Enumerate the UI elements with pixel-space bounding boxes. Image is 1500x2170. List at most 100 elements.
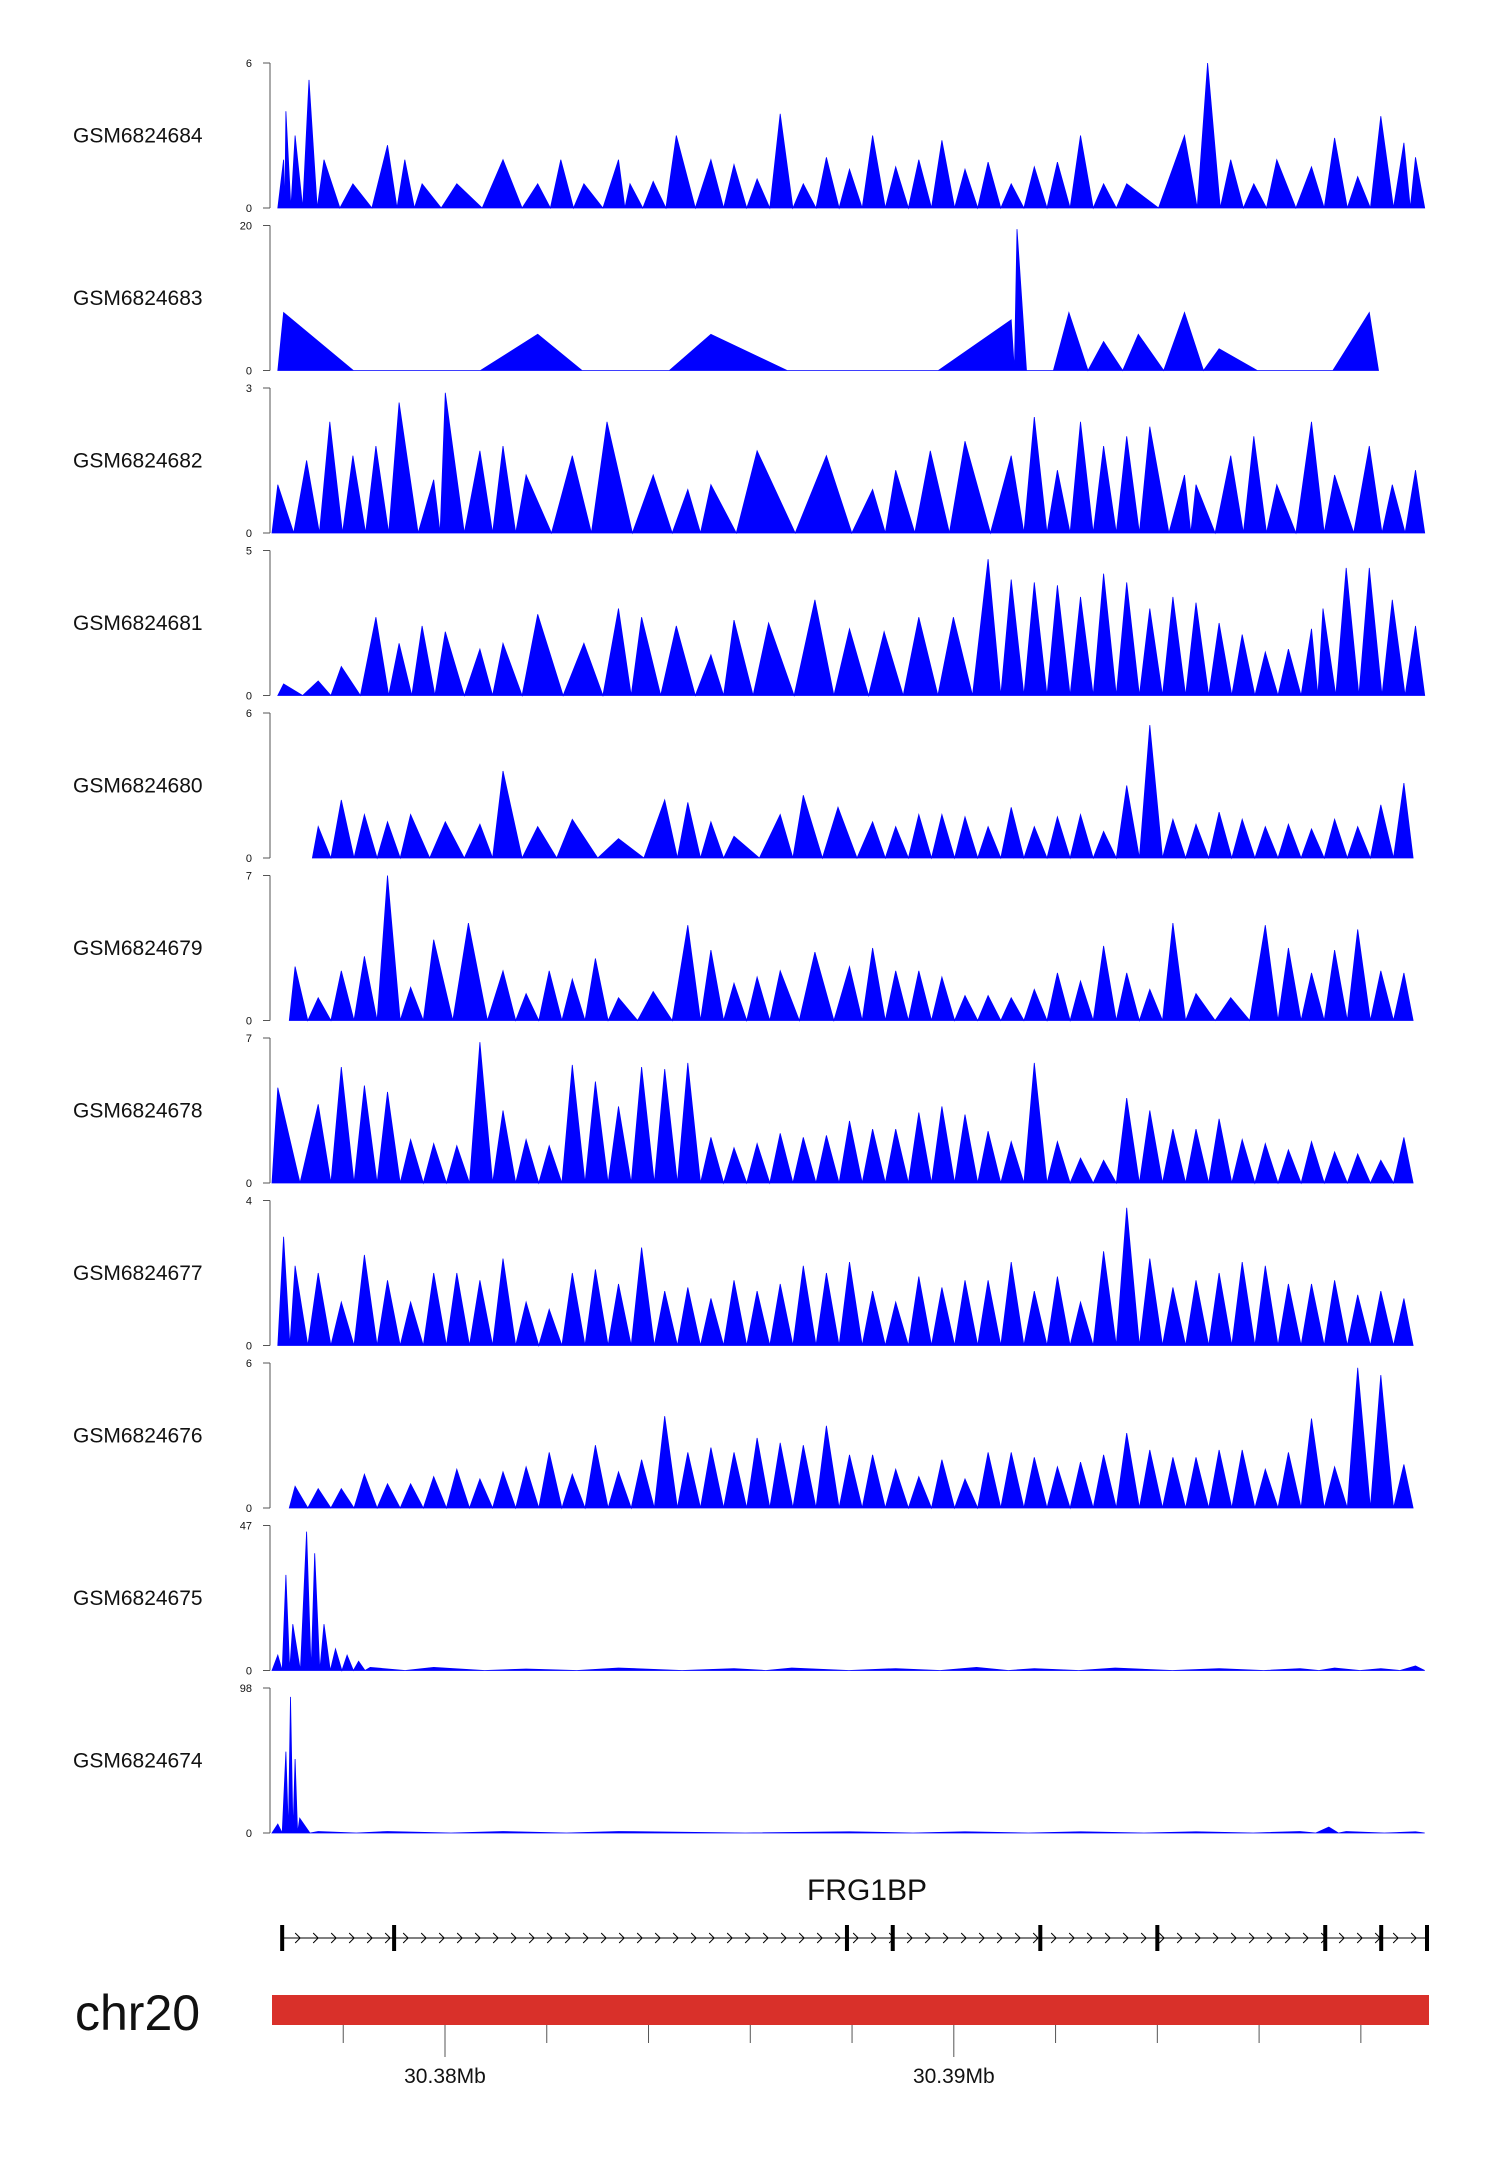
strand-arrow	[1176, 1932, 1183, 1944]
strand-arrow	[438, 1932, 445, 1944]
strand-arrow	[960, 1932, 967, 1944]
track-label: GSM6824677	[73, 1262, 203, 1285]
strand-arrow	[762, 1932, 769, 1944]
coverage-area	[277, 559, 1426, 698]
strand-arrow	[780, 1932, 787, 1944]
y-axis-max-label: 6	[246, 1358, 252, 1370]
y-axis-max-label: 7	[246, 871, 252, 883]
exon-mark	[844, 1925, 849, 1951]
exon-mark	[1425, 1925, 1429, 1951]
y-axis-max-label: 3	[246, 383, 252, 395]
strand-arrow	[1032, 1932, 1039, 1944]
coverage-track: GSM6824675 47 0	[73, 1521, 1425, 1678]
coverage-track: GSM6824674 98 0	[73, 1683, 1425, 1840]
coverage-track: GSM6824679 7 0	[73, 871, 1414, 1028]
strand-arrow	[492, 1932, 499, 1944]
strand-arrow	[708, 1932, 715, 1944]
y-axis-max-label: 98	[240, 1683, 252, 1695]
strand-arrow	[474, 1932, 481, 1944]
track-label: GSM6824678	[73, 1100, 203, 1123]
y-axis-min-label: 0	[246, 1503, 252, 1515]
exon-mark	[1155, 1925, 1160, 1951]
strand-arrow	[1392, 1932, 1399, 1944]
chromosome-label: chr20	[75, 1985, 200, 2041]
strand-arrow	[690, 1932, 697, 1944]
y-axis-max-label: 20	[240, 221, 252, 233]
exon-mark	[280, 1925, 285, 1951]
coverage-area	[277, 62, 1426, 210]
strand-arrow	[672, 1932, 679, 1944]
strand-arrow	[978, 1932, 985, 1944]
y-axis-max-label: 47	[240, 1521, 252, 1533]
y-axis-min-label: 0	[246, 203, 252, 215]
strand-arrow	[1356, 1932, 1363, 1944]
strand-arrow	[1050, 1932, 1057, 1944]
coverage-tracks: GSM682468460GSM6824683200GSM682468230GSM…	[73, 58, 1426, 1840]
gene-name-label: FRG1BP	[807, 1874, 927, 1907]
strand-arrow	[870, 1932, 877, 1944]
strand-arrow	[366, 1932, 373, 1944]
exon-mark	[1379, 1925, 1384, 1951]
y-axis-min-label: 0	[246, 366, 252, 378]
coverage-track: GSM6824683 20 0	[73, 221, 1379, 378]
strand-arrow	[600, 1932, 607, 1944]
coverage-area	[271, 1696, 1425, 1834]
track-label: GSM6824674	[73, 1750, 203, 1773]
y-axis-min-label: 0	[246, 1341, 252, 1353]
strand-arrow	[510, 1932, 517, 1944]
y-axis-min-label: 0	[246, 1828, 252, 1840]
strand-arrow	[330, 1932, 337, 1944]
coverage-track: GSM6824684 6 0	[73, 58, 1426, 215]
strand-arrow	[1140, 1932, 1147, 1944]
coverage-track: GSM6824681 5 0	[73, 546, 1426, 703]
exon-mark	[1038, 1925, 1043, 1951]
strand-arrow	[1410, 1932, 1417, 1944]
strand-arrow	[456, 1932, 463, 1944]
y-axis-max-label: 6	[246, 708, 252, 720]
gene-annotation-track: FRG1BP	[280, 1874, 1429, 1951]
strand-arrow	[1086, 1932, 1093, 1944]
axis-tick-label: 30.38Mb	[404, 2065, 486, 2088]
strand-arrow	[1014, 1932, 1021, 1944]
strand-arrow	[1194, 1932, 1201, 1944]
coverage-area	[271, 1531, 1425, 1672]
y-axis-min-label: 0	[246, 691, 252, 703]
coverage-area	[288, 875, 1414, 1023]
strand-arrow	[1248, 1932, 1255, 1944]
strand-arrow	[1230, 1932, 1237, 1944]
strand-arrow	[1122, 1932, 1129, 1944]
y-axis-max-label: 6	[246, 58, 252, 70]
coverage-area	[277, 1207, 1414, 1347]
strand-arrow	[294, 1932, 301, 1944]
track-label: GSM6824681	[73, 612, 203, 635]
strand-arrow	[744, 1932, 751, 1944]
strand-arrow	[1068, 1932, 1075, 1944]
genome-axis: 30.38Mb 30.39Mb	[342, 2025, 1362, 2088]
coverage-track: GSM6824678 7 0	[73, 1033, 1414, 1190]
strand-arrow	[726, 1932, 733, 1944]
strand-arrow	[906, 1932, 913, 1944]
track-label: GSM6824680	[73, 775, 203, 798]
strand-arrow	[402, 1932, 409, 1944]
strand-arrow	[1284, 1932, 1291, 1944]
coverage-track: GSM6824677 4 0	[73, 1196, 1414, 1353]
strand-arrow	[1266, 1932, 1273, 1944]
strand-arrow	[1158, 1932, 1165, 1944]
strand-arrow	[636, 1932, 643, 1944]
y-axis-min-label: 0	[246, 1666, 252, 1678]
strand-arrow	[816, 1932, 823, 1944]
ideogram-track: chr20 30.38Mb 30.39Mb	[75, 1985, 1429, 2088]
strand-arrow	[1302, 1932, 1309, 1944]
coverage-area	[271, 1042, 1414, 1185]
track-label: GSM6824682	[73, 450, 203, 473]
y-axis-min-label: 0	[246, 1016, 252, 1028]
strand-arrow	[1104, 1932, 1111, 1944]
strand-arrow	[852, 1932, 859, 1944]
axis-tick-label: 30.39Mb	[913, 2065, 995, 2088]
strand-arrow	[798, 1932, 805, 1944]
strand-arrow	[312, 1932, 319, 1944]
strand-arrow	[384, 1932, 391, 1944]
coverage-track: GSM6824682 3 0	[73, 383, 1426, 540]
y-axis-min-label: 0	[246, 1178, 252, 1190]
track-label: GSM6824683	[73, 287, 203, 310]
